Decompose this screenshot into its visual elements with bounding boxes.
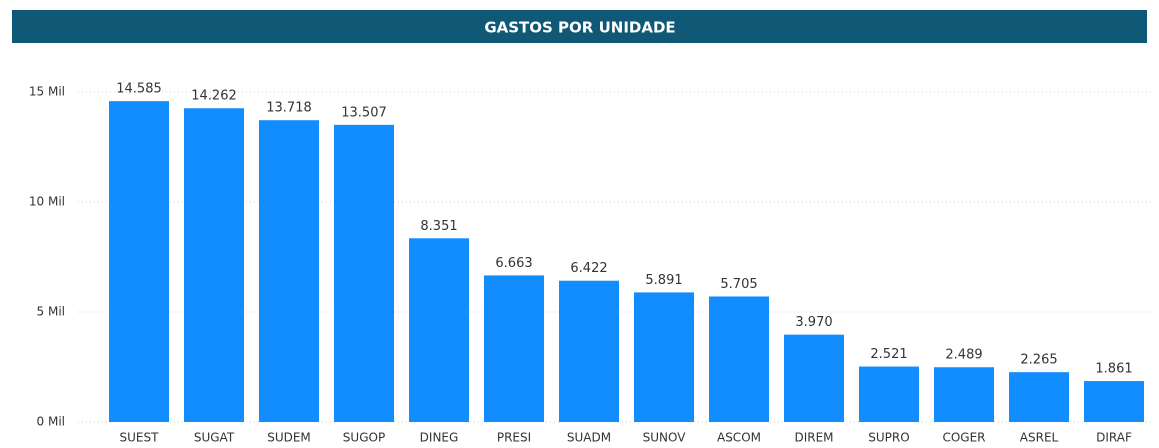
value-label: 6.422 (570, 261, 607, 276)
value-label: 13.718 (266, 101, 312, 116)
value-label: 14.585 (116, 82, 162, 97)
x-tick-label: DINEG (420, 431, 459, 445)
y-tick-label: 10 Mil (29, 195, 65, 209)
x-tick-label: SUPRO (868, 431, 909, 445)
value-label: 2.489 (945, 348, 982, 363)
bar (784, 334, 844, 422)
value-label: 6.663 (495, 256, 532, 271)
value-label: 5.705 (720, 277, 757, 292)
x-tick-label: ASREL (1020, 431, 1059, 445)
x-tick-label: DIREM (794, 431, 833, 445)
value-label: 3.970 (795, 315, 832, 330)
bar (934, 367, 994, 422)
bar (109, 101, 169, 422)
y-tick-label: 5 Mil (37, 305, 65, 319)
x-tick-label: SUEST (120, 431, 160, 445)
x-tick-label: ASCOM (717, 431, 761, 445)
bar (634, 292, 694, 422)
title-bar (12, 10, 1147, 43)
x-tick-label: SUDEM (267, 431, 311, 445)
x-tick-label: SUGAT (194, 431, 235, 445)
value-label: 2.265 (1020, 353, 1057, 368)
value-label: 13.507 (341, 105, 387, 120)
x-tick-label: SUGOP (343, 431, 385, 445)
x-tick-label: SUADM (567, 431, 611, 445)
value-label: 8.351 (420, 219, 457, 234)
bar (859, 366, 919, 422)
y-tick-label: 0 Mil (37, 415, 65, 429)
value-label: 5.891 (645, 273, 682, 288)
bar (1009, 372, 1069, 422)
bar (484, 275, 544, 422)
bar (334, 124, 394, 422)
bar (559, 280, 619, 422)
bar (184, 108, 244, 423)
y-tick-label: 15 Mil (29, 85, 65, 99)
bar (709, 296, 769, 422)
x-tick-label: SUNOV (643, 431, 687, 445)
bar (1084, 381, 1144, 422)
chart-title: GASTOS POR UNIDADE (484, 19, 675, 37)
value-label: 2.521 (870, 347, 907, 362)
x-tick-label: PRESI (497, 431, 531, 445)
value-label: 14.262 (191, 89, 237, 104)
bar (409, 238, 469, 422)
bar (259, 120, 319, 422)
x-tick-label: DIRAF (1096, 431, 1132, 445)
x-tick-label: COGER (942, 431, 985, 445)
value-label: 1.861 (1095, 362, 1132, 377)
